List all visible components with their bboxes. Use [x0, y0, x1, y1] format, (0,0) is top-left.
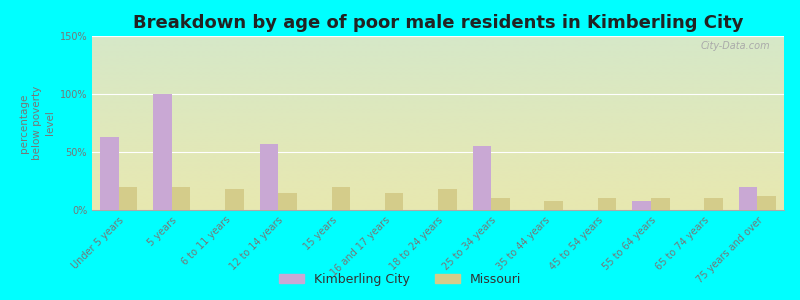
- Bar: [100, 137, 118, 210]
- Bar: [331, 187, 350, 210]
- Bar: [172, 187, 190, 210]
- Bar: [260, 144, 278, 210]
- Bar: [704, 198, 722, 210]
- Text: City-Data.com: City-Data.com: [701, 41, 770, 51]
- Bar: [154, 94, 172, 210]
- Bar: [473, 146, 491, 210]
- Bar: [632, 201, 651, 210]
- Bar: [385, 193, 403, 210]
- Bar: [758, 196, 776, 210]
- Bar: [118, 187, 138, 210]
- Y-axis label: percentage
below poverty
level: percentage below poverty level: [19, 86, 55, 160]
- Bar: [491, 198, 510, 210]
- Bar: [278, 193, 297, 210]
- Bar: [438, 189, 457, 210]
- Bar: [738, 187, 758, 210]
- Bar: [598, 198, 616, 210]
- Bar: [225, 189, 244, 210]
- Bar: [651, 198, 670, 210]
- Title: Breakdown by age of poor male residents in Kimberling City: Breakdown by age of poor male residents …: [133, 14, 743, 32]
- Legend: Kimberling City, Missouri: Kimberling City, Missouri: [274, 268, 526, 291]
- Bar: [545, 201, 563, 210]
